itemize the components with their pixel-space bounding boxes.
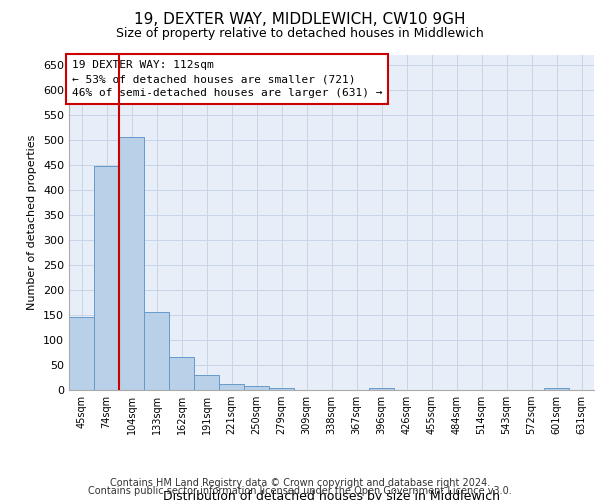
Text: Contains public sector information licensed under the Open Government Licence v3: Contains public sector information licen… (88, 486, 512, 496)
Bar (544, 388, 569, 390)
Bar (369, 388, 394, 390)
Bar (169, 356, 194, 390)
Bar (269, 388, 294, 390)
Y-axis label: Number of detached properties: Number of detached properties (28, 135, 37, 310)
Text: Contains HM Land Registry data © Crown copyright and database right 2024.: Contains HM Land Registry data © Crown c… (110, 478, 490, 488)
Text: 19 DEXTER WAY: 112sqm
← 53% of detached houses are smaller (721)
46% of semi-det: 19 DEXTER WAY: 112sqm ← 53% of detached … (71, 60, 382, 98)
Bar (194, 374, 219, 390)
Text: 19, DEXTER WAY, MIDDLEWICH, CW10 9GH: 19, DEXTER WAY, MIDDLEWICH, CW10 9GH (134, 12, 466, 28)
Bar (69, 316, 94, 390)
Bar (94, 166, 119, 390)
Bar (244, 386, 269, 390)
Bar (219, 384, 244, 390)
X-axis label: Distribution of detached houses by size in Middlewich: Distribution of detached houses by size … (163, 490, 500, 500)
Bar (144, 312, 169, 390)
Text: Size of property relative to detached houses in Middlewich: Size of property relative to detached ho… (116, 28, 484, 40)
Bar (119, 136, 144, 390)
